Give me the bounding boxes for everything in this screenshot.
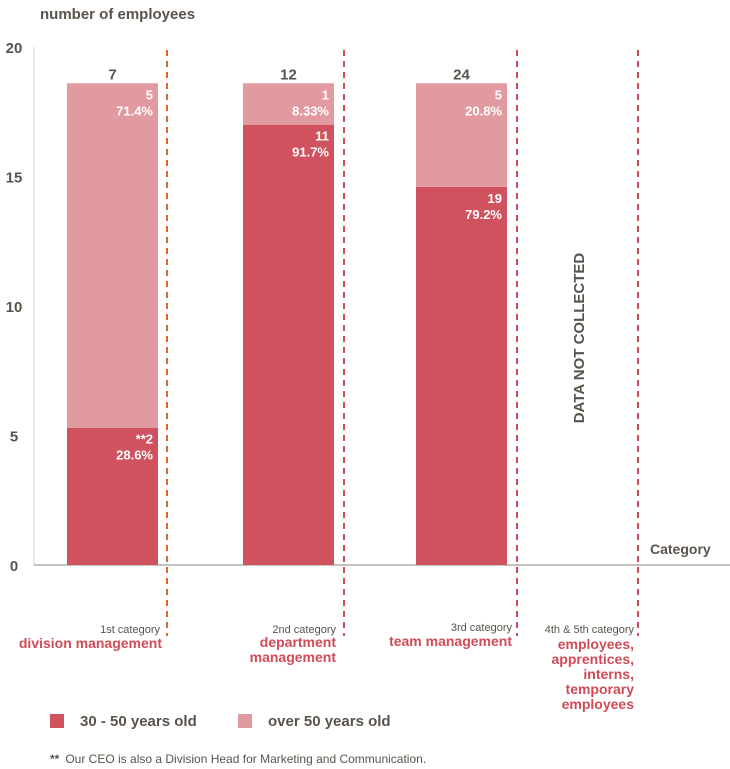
bar-cat2-seg2-count: 1 <box>322 87 329 102</box>
legend-label-30-50: 30 - 50 years old <box>80 713 197 730</box>
category-1-small-label: 1st category <box>100 624 160 636</box>
bar-cat2-seg2 <box>243 83 334 125</box>
y-tick-label-1: 5 <box>10 429 18 446</box>
bar-cat1-seg2-count: 5 <box>146 87 153 102</box>
bar-cat2-seg1 <box>243 124 334 565</box>
bar-cat1-seg1 <box>67 427 158 565</box>
bar-cat3-seg1-percent: 79.2% <box>465 207 502 222</box>
bar-cat2-seg1-percent: 91.7% <box>292 145 329 160</box>
bar-cat1-seg2 <box>67 83 158 428</box>
legend-label-over-50: over 50 years old <box>268 713 391 730</box>
bar-cat2-seg1-count: 11 <box>315 129 329 144</box>
category-4-main-label: employees, apprentices, interns, tempora… <box>551 636 634 712</box>
bar-cat3-total: 24 <box>453 66 470 83</box>
y-tick-label-4: 20 <box>6 40 23 57</box>
bar-cat3-seg1-count: 19 <box>488 191 502 206</box>
category-1-main-label: division management <box>18 635 162 651</box>
y-tick-label-2: 10 <box>6 299 23 316</box>
bar-cat2-seg2-percent: 8.33% <box>292 103 329 118</box>
bar-cat1-seg2-percent: 71.4% <box>116 103 153 118</box>
bar-cat3-seg2-percent: 20.8% <box>465 103 502 118</box>
category-3-small-label: 3rd category <box>450 622 512 634</box>
legend-swatch-30-50 <box>50 714 64 728</box>
bar-cat3-seg2 <box>416 83 507 187</box>
bar-cat3-seg2-count: 5 <box>495 87 502 102</box>
bar-cat3-seg1 <box>416 186 507 566</box>
y-axis-title: number of employees <box>40 6 196 23</box>
bar-cat1-seg1-count: **2 <box>136 432 153 447</box>
legend-swatch-over-50 <box>238 714 252 728</box>
bar-cat1-seg1-percent: 28.6% <box>116 448 153 463</box>
data-not-collected-annotation: DATA NOT COLLECTED <box>571 253 588 424</box>
category-2-small-label: 2nd category <box>272 624 336 636</box>
category-4-small-label: 4th & 5th category <box>544 624 634 636</box>
legend-item-over-50: over 50 years old <box>238 713 391 730</box>
category-2-main-label: department management <box>249 634 336 665</box>
y-tick-label-3: 15 <box>6 170 23 187</box>
legend-item-30-50: 30 - 50 years old <box>50 713 197 730</box>
footnote-marker: ** <box>50 752 60 766</box>
category-3-main-label: team management <box>389 633 512 649</box>
bar-cat1-total: 7 <box>108 66 116 83</box>
footnote: ** Our CEO is also a Division Head for Ma… <box>50 752 426 766</box>
footnote-text: Our CEO is also a Division Head for Mark… <box>65 752 427 766</box>
x-axis-title: Category <box>650 541 711 557</box>
y-tick-label-0: 0 <box>10 558 18 575</box>
bar-cat2-total: 12 <box>280 66 297 83</box>
